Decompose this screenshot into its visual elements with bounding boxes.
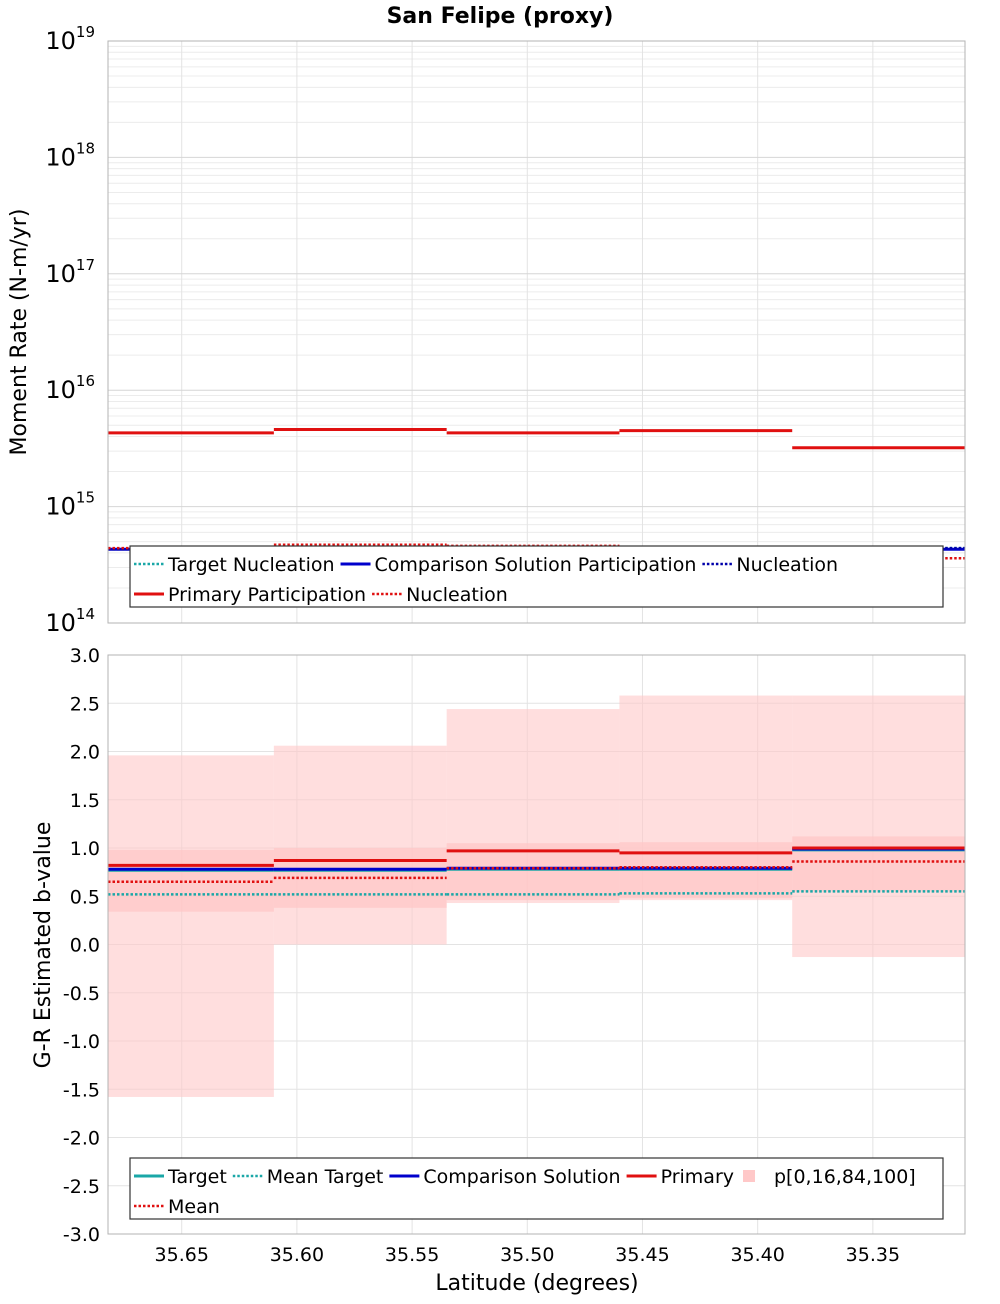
top-y-tick-label: 1019 — [45, 23, 95, 55]
legend-box — [129, 545, 944, 608]
band-p16-p84 — [792, 836, 965, 892]
top-y-tick-label: 1018 — [45, 139, 95, 171]
legend-label: Primary Participation — [168, 584, 366, 606]
bottom-y-tick-label: 1.5 — [70, 790, 100, 812]
chart-title: San Felipe (proxy) — [387, 4, 614, 29]
bottom-y-tick-label: 2.5 — [70, 693, 100, 715]
x-tick-label: 35.60 — [270, 1244, 324, 1266]
x-tick-label: 35.65 — [155, 1244, 209, 1266]
top-y-axis-label: Moment Rate (N-m/yr) — [7, 209, 32, 456]
x-tick-label: 35.55 — [385, 1244, 439, 1266]
legend-item: Comparison Solution — [389, 1166, 621, 1188]
x-tick-label: 35.40 — [730, 1244, 784, 1266]
bottom-y-tick-label: 2.0 — [70, 742, 100, 764]
bottom-y-tick-label: -3.0 — [63, 1224, 100, 1246]
legend-item: Nucleation — [372, 584, 508, 606]
series-primary-participation — [108, 427, 965, 450]
legend-item: Primary — [626, 1166, 734, 1188]
band-p0-p100 — [792, 695, 965, 958]
top-y-tick-label: 1017 — [45, 256, 95, 288]
bottom-y-tick-label: -0.5 — [63, 983, 100, 1005]
legend-label: Primary — [661, 1166, 734, 1188]
x-tick-label: 35.45 — [615, 1244, 669, 1266]
legend-box — [129, 1157, 944, 1220]
bottom-y-axis-label: G-R Estimated b-value — [31, 822, 56, 1069]
legend-item: Comparison Solution Participation — [340, 554, 697, 576]
legend-label: Comparison Solution Participation — [375, 554, 697, 576]
bottom-y-tick-label: 0.5 — [70, 886, 100, 908]
top-y-tick-label: 1014 — [45, 605, 95, 637]
legend: Target Nucleation Comparison Solution Par… — [129, 545, 944, 608]
legend-item: Mean — [134, 1196, 220, 1218]
series-mean-target — [108, 890, 965, 896]
legend-label: Target Nucleation — [167, 554, 335, 576]
b-value-plot: 3.0 2.5 2.0 1.5 1.0 0.5 0.0 -0.5 -1.0 -1.5 -2.0 -2.… — [63, 645, 966, 1266]
bottom-y-tick-label: -2.0 — [63, 1128, 100, 1150]
legend-label: Mean — [168, 1196, 220, 1218]
legend-item: Primary Participation — [134, 584, 366, 606]
band-p0-p100 — [108, 755, 274, 1097]
x-axis-label: Latitude (degrees) — [435, 1271, 638, 1296]
legend-label: Nucleation — [736, 554, 838, 576]
legend-label: p[0,16,84,100] — [774, 1166, 916, 1188]
bottom-y-tick-label: 3.0 — [70, 645, 100, 667]
band-p16-p84 — [446, 843, 620, 901]
bottom-y-tick-label: 0.0 — [70, 935, 100, 957]
band-p0-p100 — [273, 745, 447, 945]
legend-item: p[0,16,84,100] — [743, 1166, 916, 1188]
top-y-tick-label: 1015 — [45, 489, 95, 521]
legend-item: Mean Target — [232, 1166, 384, 1188]
top-plot-background — [108, 41, 965, 623]
x-tick-label: 35.35 — [846, 1244, 900, 1266]
top-plot-frame — [107, 40, 966, 624]
legend-swatch — [743, 1170, 755, 1182]
bottom-y-tick-label: 1.0 — [70, 838, 100, 860]
legend-label: Mean Target — [267, 1166, 384, 1188]
x-tick-label: 35.50 — [500, 1244, 554, 1266]
bottom-y-tick-label: -1.5 — [63, 1079, 100, 1101]
legend-label: Nucleation — [406, 584, 508, 606]
legend-item: Nucleation — [702, 554, 838, 576]
legend-label: Comparison Solution — [423, 1166, 620, 1188]
legend-label: Target — [167, 1166, 227, 1188]
moment-rate-plot: 1014 1015 1016 1017 1018 1019 Target Nucleatio… — [45, 23, 966, 637]
series-mean — [108, 860, 965, 884]
bottom-y-tick-label: -1.0 — [63, 1031, 100, 1053]
legend-item: Target — [134, 1166, 227, 1188]
bottom-y-tick-label: -2.5 — [63, 1176, 100, 1198]
legend-item: Target Nucleation — [134, 554, 335, 576]
legend: Target Mean Target Comparison Solution Prim… — [129, 1157, 944, 1220]
bottom-plot-frame — [107, 654, 966, 1235]
series-primary — [108, 846, 965, 867]
top-y-tick-label: 1016 — [45, 372, 95, 404]
